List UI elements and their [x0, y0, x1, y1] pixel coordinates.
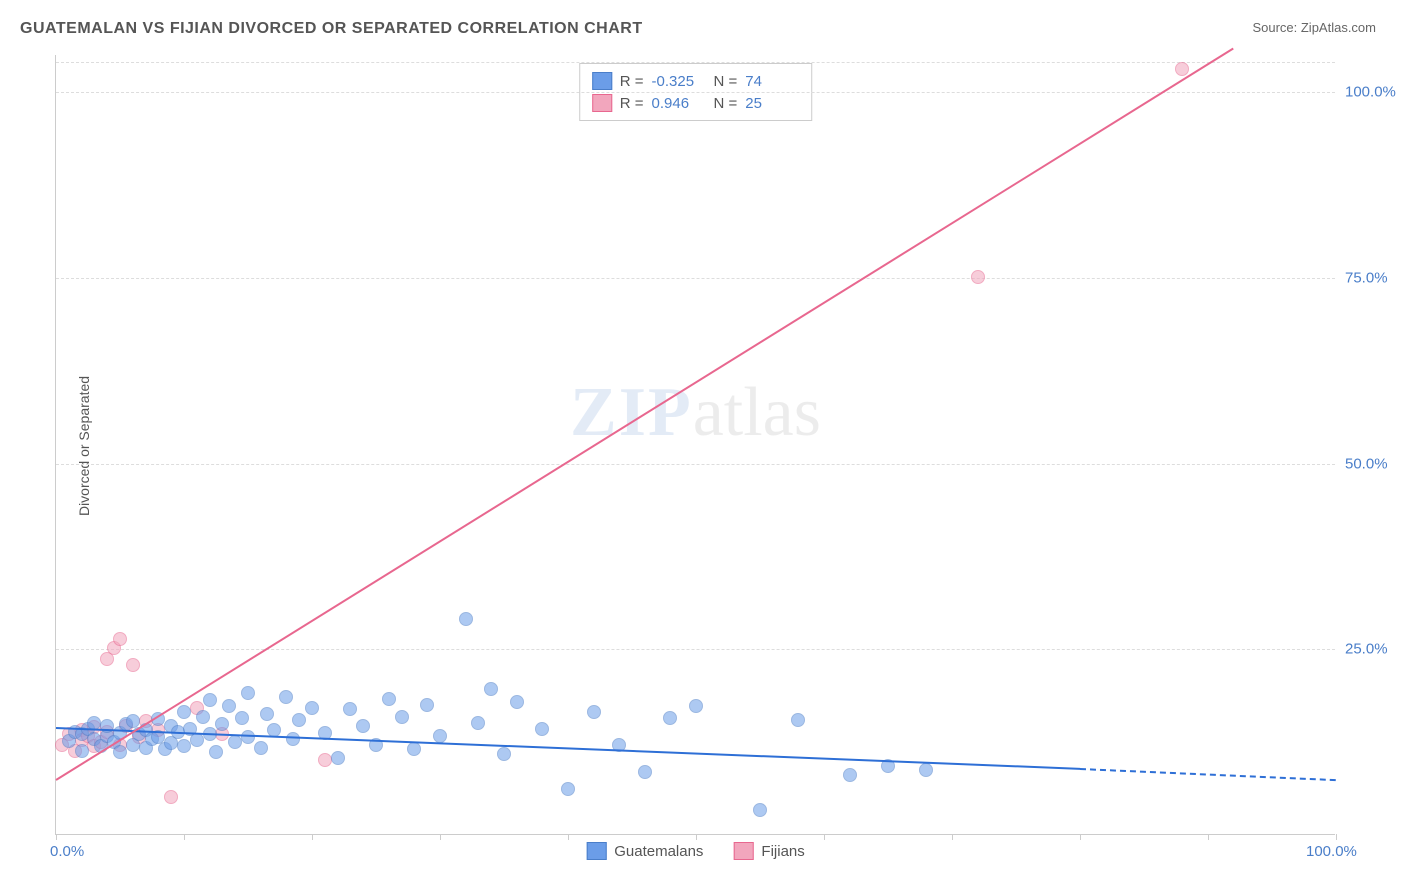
scatter-point: [587, 705, 601, 719]
r-label: R =: [620, 73, 644, 90]
swatch-fijians: [592, 94, 612, 112]
x-tick-mark: [824, 834, 825, 840]
swatch-fijians: [733, 842, 753, 860]
scatter-point: [663, 711, 677, 725]
scatter-point: [459, 612, 473, 626]
scatter-point: [286, 732, 300, 746]
scatter-point: [279, 690, 293, 704]
watermark: ZIPatlas: [570, 373, 821, 453]
scatter-point: [791, 713, 805, 727]
scatter-point: [260, 707, 274, 721]
swatch-guatemalans: [592, 72, 612, 90]
y-tick-label: 100.0%: [1345, 84, 1405, 101]
scatter-point: [305, 701, 319, 715]
gridline-h: [56, 278, 1335, 279]
watermark-zip: ZIP: [570, 374, 693, 451]
scatter-point: [535, 722, 549, 736]
scatter-point: [484, 682, 498, 696]
scatter-point: [843, 768, 857, 782]
scatter-point: [164, 790, 178, 804]
scatter-point: [113, 632, 127, 646]
x-tick-label: 100.0%: [1306, 843, 1357, 860]
x-tick-mark: [1080, 834, 1081, 840]
gridline-h: [56, 464, 1335, 465]
scatter-point: [356, 719, 370, 733]
source-attribution: Source: ZipAtlas.com: [1252, 20, 1376, 35]
scatter-point: [638, 765, 652, 779]
n-value-fijians: 25: [745, 95, 799, 112]
scatter-point: [113, 745, 127, 759]
n-label: N =: [714, 95, 738, 112]
scatter-point: [689, 699, 703, 713]
scatter-point: [753, 803, 767, 817]
x-tick-mark: [952, 834, 953, 840]
scatter-point: [241, 686, 255, 700]
gridline-h: [56, 649, 1335, 650]
r-value-guatemalans: -0.325: [652, 73, 706, 90]
legend-label-guatemalans: Guatemalans: [614, 843, 703, 860]
n-label: N =: [714, 73, 738, 90]
x-tick-mark: [1336, 834, 1337, 840]
scatter-point: [971, 270, 985, 284]
chart-plot-area: ZIPatlas R = -0.325 N = 74 R = 0.946 N =…: [55, 55, 1335, 835]
scatter-point: [433, 729, 447, 743]
scatter-point: [209, 745, 223, 759]
x-tick-mark: [184, 834, 185, 840]
scatter-point: [497, 747, 511, 761]
scatter-point: [241, 730, 255, 744]
source-label: Source:: [1252, 20, 1300, 35]
x-tick-mark: [696, 834, 697, 840]
scatter-point: [382, 692, 396, 706]
scatter-point: [215, 717, 229, 731]
chart-title: GUATEMALAN VS FIJIAN DIVORCED OR SEPARAT…: [20, 20, 643, 38]
y-tick-label: 50.0%: [1345, 455, 1405, 472]
gridline-h: [56, 62, 1335, 63]
watermark-atlas: atlas: [693, 374, 821, 451]
scatter-point: [318, 753, 332, 767]
scatter-point: [1175, 62, 1189, 76]
scatter-point: [75, 744, 89, 758]
scatter-point: [177, 705, 191, 719]
r-value-fijians: 0.946: [652, 95, 706, 112]
stats-legend-row-guatemalans: R = -0.325 N = 74: [592, 70, 800, 92]
swatch-guatemalans: [586, 842, 606, 860]
scatter-point: [235, 711, 249, 725]
r-label: R =: [620, 95, 644, 112]
scatter-point: [126, 714, 140, 728]
legend-item-fijians: Fijians: [733, 842, 804, 860]
trend-line: [55, 48, 1234, 781]
source-value: ZipAtlas.com: [1301, 20, 1376, 35]
scatter-point: [407, 742, 421, 756]
legend-item-guatemalans: Guatemalans: [586, 842, 703, 860]
scatter-point: [331, 751, 345, 765]
scatter-point: [203, 693, 217, 707]
legend-label-fijians: Fijians: [761, 843, 804, 860]
scatter-point: [561, 782, 575, 796]
y-tick-label: 25.0%: [1345, 641, 1405, 658]
x-tick-mark: [1208, 834, 1209, 840]
y-tick-label: 75.0%: [1345, 269, 1405, 286]
scatter-point: [292, 713, 306, 727]
series-legend: Guatemalans Fijians: [586, 842, 805, 860]
gridline-h: [56, 92, 1335, 93]
stats-legend-row-fijians: R = 0.946 N = 25: [592, 92, 800, 114]
x-tick-label: 0.0%: [50, 843, 84, 860]
x-tick-mark: [312, 834, 313, 840]
scatter-point: [196, 710, 210, 724]
x-tick-mark: [440, 834, 441, 840]
scatter-point: [343, 702, 357, 716]
x-tick-mark: [568, 834, 569, 840]
scatter-point: [919, 763, 933, 777]
x-tick-mark: [56, 834, 57, 840]
n-value-guatemalans: 74: [745, 73, 799, 90]
scatter-point: [395, 710, 409, 724]
scatter-point: [222, 699, 236, 713]
trend-line-extrapolated: [1080, 768, 1336, 781]
scatter-point: [510, 695, 524, 709]
scatter-point: [254, 741, 268, 755]
scatter-point: [126, 658, 140, 672]
scatter-point: [471, 716, 485, 730]
scatter-point: [420, 698, 434, 712]
